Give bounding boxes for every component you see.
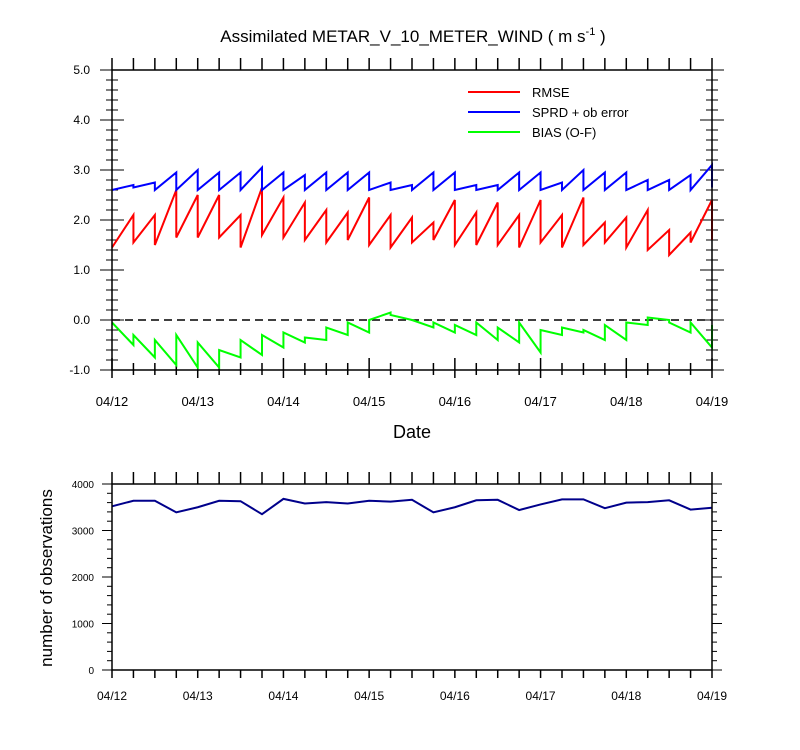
chart-title-exponent: -1 — [586, 26, 596, 38]
bottom-y-tick-label: 2000 — [72, 573, 95, 584]
chart-title-main: Assimilated METAR_V_10_METER_WIND ( m s — [220, 27, 585, 46]
top-y-tick-label: 3.0 — [73, 163, 90, 177]
top-x-tick-label: 04/16 — [439, 394, 472, 409]
chart-title: Assimilated METAR_V_10_METER_WIND ( m s-… — [220, 26, 605, 46]
series-line-bias-o-f — [111, 311, 713, 371]
observations-line — [111, 497, 713, 516]
top-y-tick-label: 0.0 — [73, 313, 90, 327]
legend-label: RMSE — [532, 85, 570, 100]
bottom-x-tick-label: 04/13 — [183, 689, 213, 703]
bottom-x-tick-label: 04/17 — [526, 689, 556, 703]
bottom-x-tick-label: 04/16 — [440, 689, 470, 703]
bottom-x-tick-label: 04/15 — [354, 689, 384, 703]
top-y-tick-label: 4.0 — [73, 113, 90, 127]
chart-title-close: ) — [595, 27, 605, 46]
bottom-y-axis-label: number of observations — [37, 489, 56, 667]
bottom-y-tick-label: 4000 — [72, 480, 95, 491]
series-line-rmse — [111, 187, 713, 258]
bottom-plot-frame — [111, 483, 713, 671]
top-x-tick-label: 04/12 — [96, 394, 129, 409]
top-y-tick-label: -1.0 — [69, 363, 90, 377]
bottom-x-tick-label: 04/18 — [611, 689, 641, 703]
top-x-axis-label: Date — [393, 422, 431, 442]
top-y-tick-label: 2.0 — [73, 213, 90, 227]
bottom-x-tick-label: 04/12 — [97, 689, 127, 703]
bottom-y-tick-label: 3000 — [72, 527, 95, 538]
legend: RMSE SPRD + ob error BIAS (O-F) — [468, 85, 629, 140]
series-line-sprd-ob-error — [111, 162, 713, 193]
top-x-tick-label: 04/19 — [696, 394, 729, 409]
top-x-tick-label: 04/15 — [353, 394, 386, 409]
top-x-tick-label: 04/18 — [610, 394, 643, 409]
bottom-x-tick-label: 04/14 — [268, 689, 298, 703]
top-x-tick-label: 04/14 — [267, 394, 300, 409]
top-plot: -1.0 0.0 1.0 2.0 3.0 4.0 5.0 04/12 04/13 04/14 04/… — [69, 58, 728, 409]
top-y-tick-label: 5.0 — [73, 63, 90, 77]
top-x-tick-label: 04/17 — [524, 394, 557, 409]
bottom-plot: 0 1000 2000 3000 4000 04/12 04/13 04/14 04/15 04/… — [72, 472, 727, 703]
top-y-tick-label: 1.0 — [73, 263, 90, 277]
top-plot-frame — [111, 69, 713, 371]
bottom-y-tick-label: 1000 — [72, 620, 95, 631]
bottom-x-tick-label: 04/19 — [697, 689, 727, 703]
bottom-y-tick-label: 0 — [88, 666, 94, 677]
legend-label: SPRD + ob error — [532, 105, 629, 120]
legend-label: BIAS (O-F) — [532, 125, 596, 140]
top-x-tick-label: 04/13 — [181, 394, 214, 409]
